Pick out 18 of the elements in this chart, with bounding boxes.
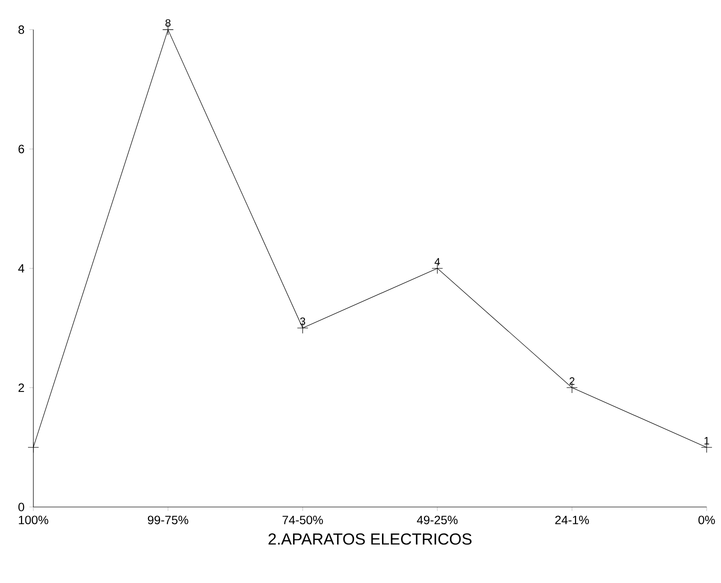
y-tick-label: 8 bbox=[18, 25, 24, 34]
y-tick-label: 2 bbox=[18, 383, 24, 392]
x-tick-label: 0% bbox=[698, 516, 715, 524]
point bbox=[28, 442, 39, 453]
data-label: 2 bbox=[570, 377, 574, 385]
y-tick-label: 0 bbox=[18, 502, 24, 512]
x-tick-label: 24-1% bbox=[555, 516, 589, 524]
y-tick-label: 4 bbox=[18, 264, 24, 272]
x-tick-label: 99-75% bbox=[148, 516, 188, 524]
x-tick-label: 74-50% bbox=[282, 516, 323, 524]
x-axis-title: 2.APARATOS ELECTRICOS bbox=[268, 533, 472, 545]
x-tick-label: 100% bbox=[18, 516, 48, 524]
data-label: 3 bbox=[300, 318, 306, 326]
data-label: 8 bbox=[165, 19, 170, 27]
x-tick-label: 49-25% bbox=[416, 516, 458, 524]
y-tick-label: 6 bbox=[18, 144, 24, 154]
data-label: 4 bbox=[434, 258, 440, 266]
data-label: 1 bbox=[704, 437, 710, 444]
